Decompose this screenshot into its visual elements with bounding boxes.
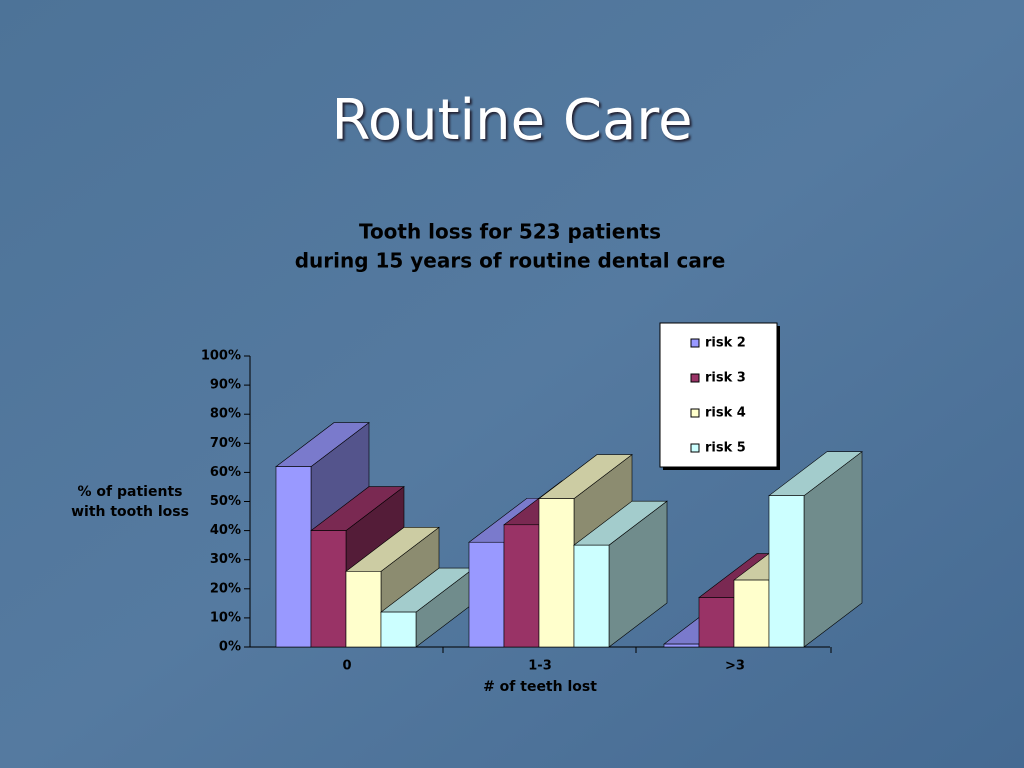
y-tick-label: 10% (210, 610, 241, 625)
x-tick-label: 1-3 (528, 659, 552, 674)
bar (698, 597, 735, 648)
y-axis-label: with tooth loss (71, 504, 189, 520)
y-tick-label: 20% (210, 581, 241, 596)
y-axis-label: % of patients (78, 484, 183, 500)
y-tick-label: 50% (210, 494, 241, 509)
legend-label: risk 5 (705, 441, 746, 456)
legend-label: risk 3 (705, 371, 746, 386)
bar (768, 495, 805, 648)
bar (733, 579, 770, 648)
x-tick-label: >3 (725, 659, 745, 674)
x-axis-label: # of teeth lost (483, 679, 597, 695)
bar (380, 611, 417, 648)
y-tick-label: 90% (210, 378, 241, 393)
legend-swatch (690, 373, 700, 383)
x-tick-label: 0 (342, 659, 351, 674)
chart-title: during 15 years of routine dental care (295, 249, 726, 273)
legend-box (659, 322, 778, 468)
y-tick-label: 60% (210, 465, 241, 480)
bar (310, 530, 347, 648)
bar (503, 524, 540, 648)
y-tick-label: 40% (210, 523, 241, 538)
legend-swatch (690, 408, 700, 418)
y-tick-label: 30% (210, 552, 241, 567)
bar (663, 643, 700, 648)
y-tick-label: 80% (210, 407, 241, 422)
slide-title: Routine Care (331, 88, 692, 153)
y-tick-label: 100% (201, 349, 241, 364)
y-tick-label: 70% (210, 436, 241, 451)
chart-title: Tooth loss for 523 patients (359, 220, 661, 244)
bar (468, 541, 505, 648)
legend-swatch (690, 443, 700, 453)
legend-label: risk 4 (705, 406, 746, 421)
bar (345, 571, 382, 648)
bar (538, 498, 575, 648)
legend-label: risk 2 (705, 336, 746, 351)
bar (573, 544, 610, 648)
legend-swatch (690, 338, 700, 348)
y-tick-label: 0% (219, 640, 241, 655)
bar (275, 466, 312, 648)
